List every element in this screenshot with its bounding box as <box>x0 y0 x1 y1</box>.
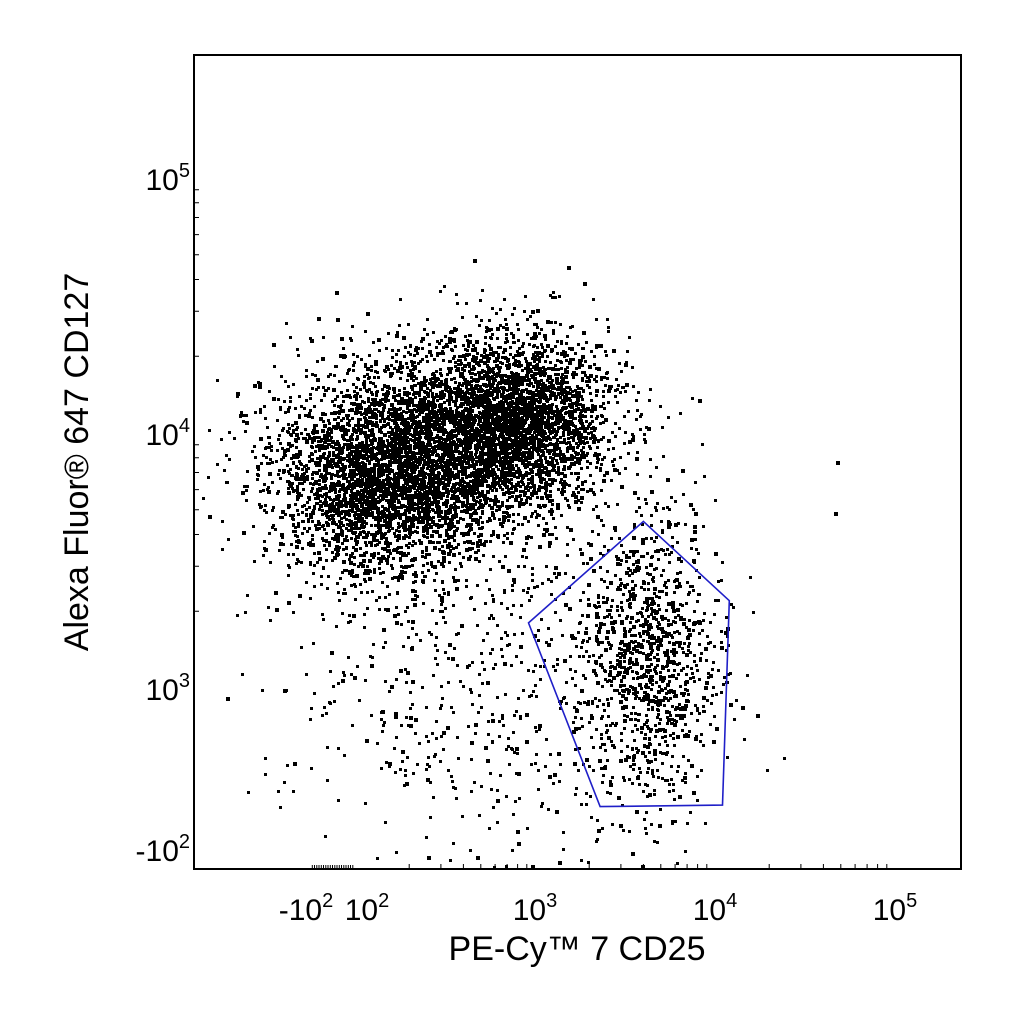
outlier-point <box>335 291 339 295</box>
scatter-points-batch <box>356 285 704 559</box>
scatter-points-batch <box>226 336 543 639</box>
minor-tick-marks <box>194 189 888 869</box>
y-tick-label: -102 <box>136 831 190 868</box>
x-tick-labels: -102 102 103 104 105 <box>279 890 917 927</box>
gate-polygon[interactable] <box>527 520 731 808</box>
x-tick-label: -102 <box>279 890 333 927</box>
plot-frame <box>193 54 962 870</box>
x-tick-label: 105 <box>873 890 918 927</box>
scatter-points-batch <box>512 397 755 865</box>
x-tick-label: 102 <box>345 890 390 927</box>
gate-layer <box>527 520 731 808</box>
outlier-point <box>729 703 733 707</box>
y-tick-labels: -102 103 104 105 <box>136 160 190 868</box>
outlier-point <box>756 714 760 718</box>
outlier-point <box>834 512 838 516</box>
x-tick-label: 104 <box>693 890 738 927</box>
scatter-points-batch <box>241 370 786 869</box>
data-points <box>202 259 840 869</box>
outlier-point <box>567 266 571 270</box>
y-axis-label: Alexa Fluor® 647 CD127 <box>58 273 96 651</box>
minor-ticks <box>194 189 888 869</box>
outlier-point <box>741 706 745 710</box>
scatter-points-batch <box>216 318 555 622</box>
y-tick-label: 105 <box>146 160 191 197</box>
outlier-point <box>473 259 477 263</box>
x-tick-label: 103 <box>513 890 558 927</box>
x-axis-label: PE-Cy™ 7 CD25 <box>449 930 706 968</box>
outlier-point <box>836 461 840 465</box>
y-tick-label: 103 <box>146 670 191 707</box>
y-tick-label: 104 <box>146 415 191 452</box>
